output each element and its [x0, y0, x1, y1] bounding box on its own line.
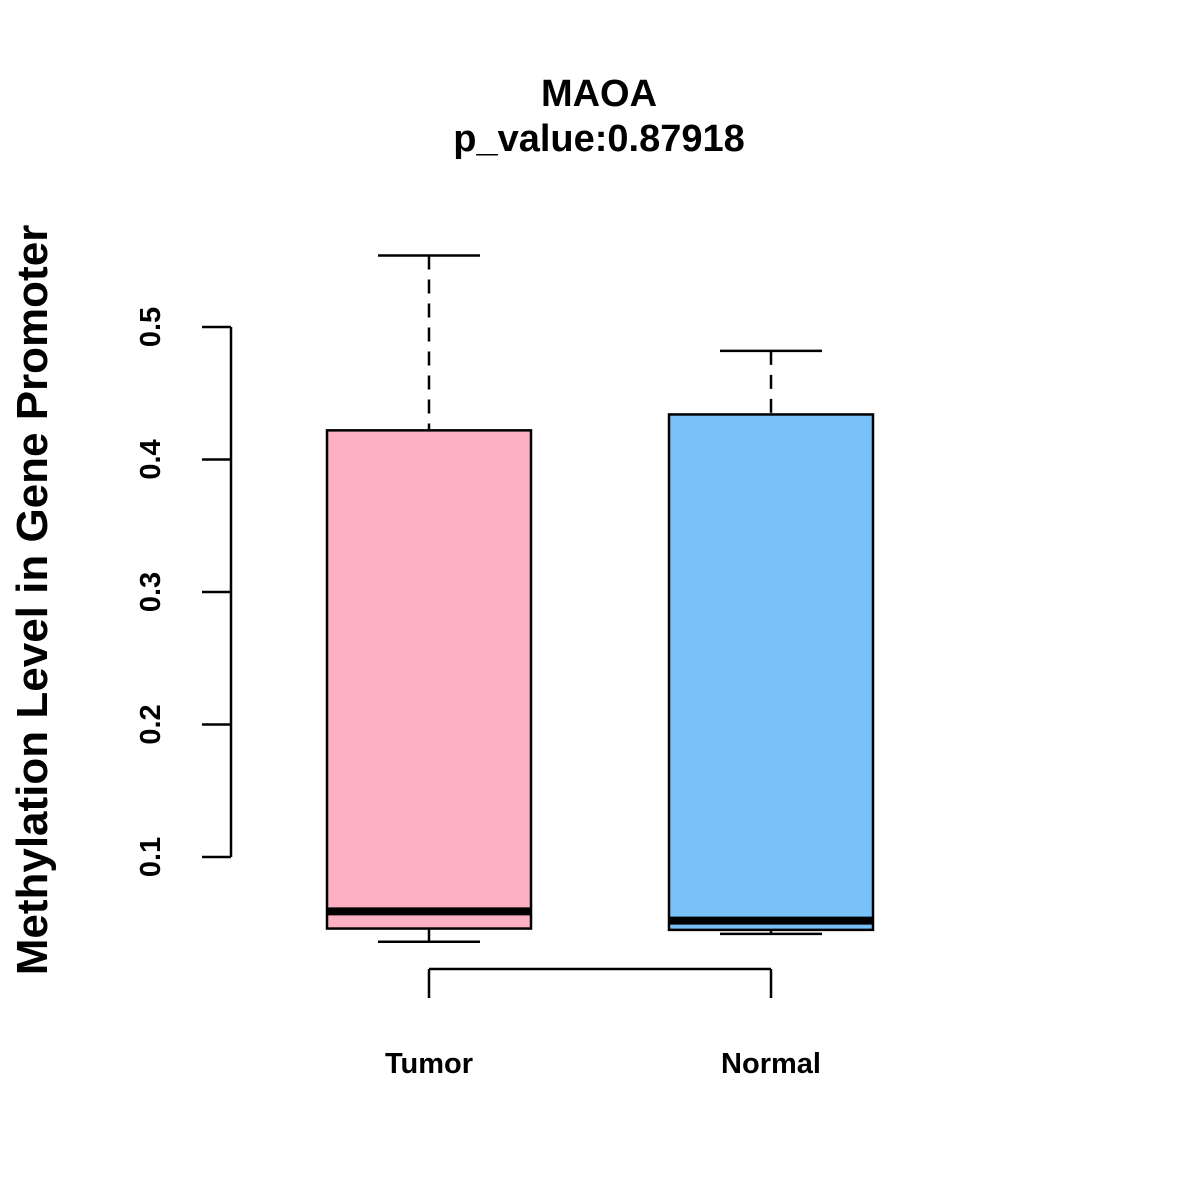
chart-subtitle: p_value:0.87918 — [453, 118, 745, 160]
x-tick-label-normal: Normal — [721, 1048, 821, 1080]
y-tick-label-3: 0.4 — [135, 439, 167, 479]
y-tick-label-0: 0.1 — [135, 837, 167, 877]
y-axis: 0.1 0.2 0.3 0.4 0.5 — [135, 307, 233, 877]
y-tick-label-2: 0.3 — [135, 572, 167, 612]
y-tick-label-1: 0.2 — [135, 704, 167, 744]
x-tick-label-tumor: Tumor — [385, 1048, 473, 1080]
x-axis: Tumor Normal — [385, 967, 821, 1080]
box-tumor — [325, 254, 533, 944]
y-tick-label-4: 0.5 — [135, 307, 167, 347]
y-axis-label: Methylation Level in Gene Promoter — [8, 225, 57, 976]
chart-title: MAOA — [541, 73, 657, 115]
boxes-layer — [325, 254, 875, 944]
box-body-normal — [667, 413, 875, 932]
box-body-tumor — [325, 429, 533, 930]
box-normal — [667, 349, 875, 936]
